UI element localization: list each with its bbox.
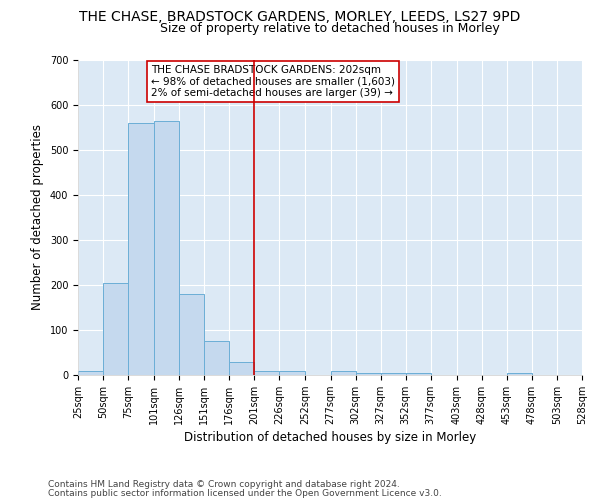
Bar [406, 373, 431, 375]
Text: THE CHASE, BRADSTOCK GARDENS, MORLEY, LEEDS, LS27 9PD: THE CHASE, BRADSTOCK GARDENS, MORLEY, LE… [79, 10, 521, 24]
X-axis label: Distribution of detached houses by size in Morley: Distribution of detached houses by size … [184, 431, 476, 444]
Text: Contains public sector information licensed under the Open Government Licence v3: Contains public sector information licen… [48, 488, 442, 498]
Bar [507, 373, 532, 375]
Bar [103, 283, 128, 375]
Bar [78, 370, 103, 375]
Text: THE CHASE BRADSTOCK GARDENS: 202sqm
← 98% of detached houses are smaller (1,603): THE CHASE BRADSTOCK GARDENS: 202sqm ← 98… [151, 64, 395, 98]
Bar [179, 294, 204, 375]
Bar [229, 362, 254, 375]
Bar [204, 341, 229, 375]
Bar [154, 120, 179, 375]
Bar [128, 123, 154, 375]
Bar [254, 372, 280, 375]
Bar [380, 373, 406, 375]
Text: Contains HM Land Registry data © Crown copyright and database right 2024.: Contains HM Land Registry data © Crown c… [48, 480, 400, 489]
Bar [280, 372, 305, 375]
Y-axis label: Number of detached properties: Number of detached properties [31, 124, 44, 310]
Bar [331, 372, 356, 375]
Title: Size of property relative to detached houses in Morley: Size of property relative to detached ho… [160, 22, 500, 35]
Bar [356, 373, 380, 375]
